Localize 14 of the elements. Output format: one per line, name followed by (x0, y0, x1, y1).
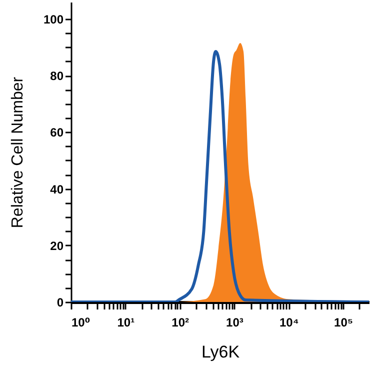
x-tick-label: 10⁰ (72, 316, 90, 330)
y-tick-label: 80 (50, 69, 64, 84)
x-tick-label: 10¹ (117, 316, 135, 330)
y-axis-title: Relative Cell Number (9, 76, 26, 228)
y-tick-label: 20 (50, 238, 64, 253)
x-tick-label: 10⁴ (279, 316, 299, 330)
x-tick-label: 10² (172, 316, 189, 330)
x-tick-label: 10³ (226, 316, 244, 330)
x-axis-title: Ly6K (201, 342, 240, 362)
y-tick-label: 60 (50, 126, 64, 140)
y-tick-label: 100 (43, 12, 64, 26)
y-tick-label: 0 (56, 296, 64, 310)
x-tick-label: 10⁵ (334, 316, 354, 330)
y-tick-label: 40 (50, 182, 64, 196)
